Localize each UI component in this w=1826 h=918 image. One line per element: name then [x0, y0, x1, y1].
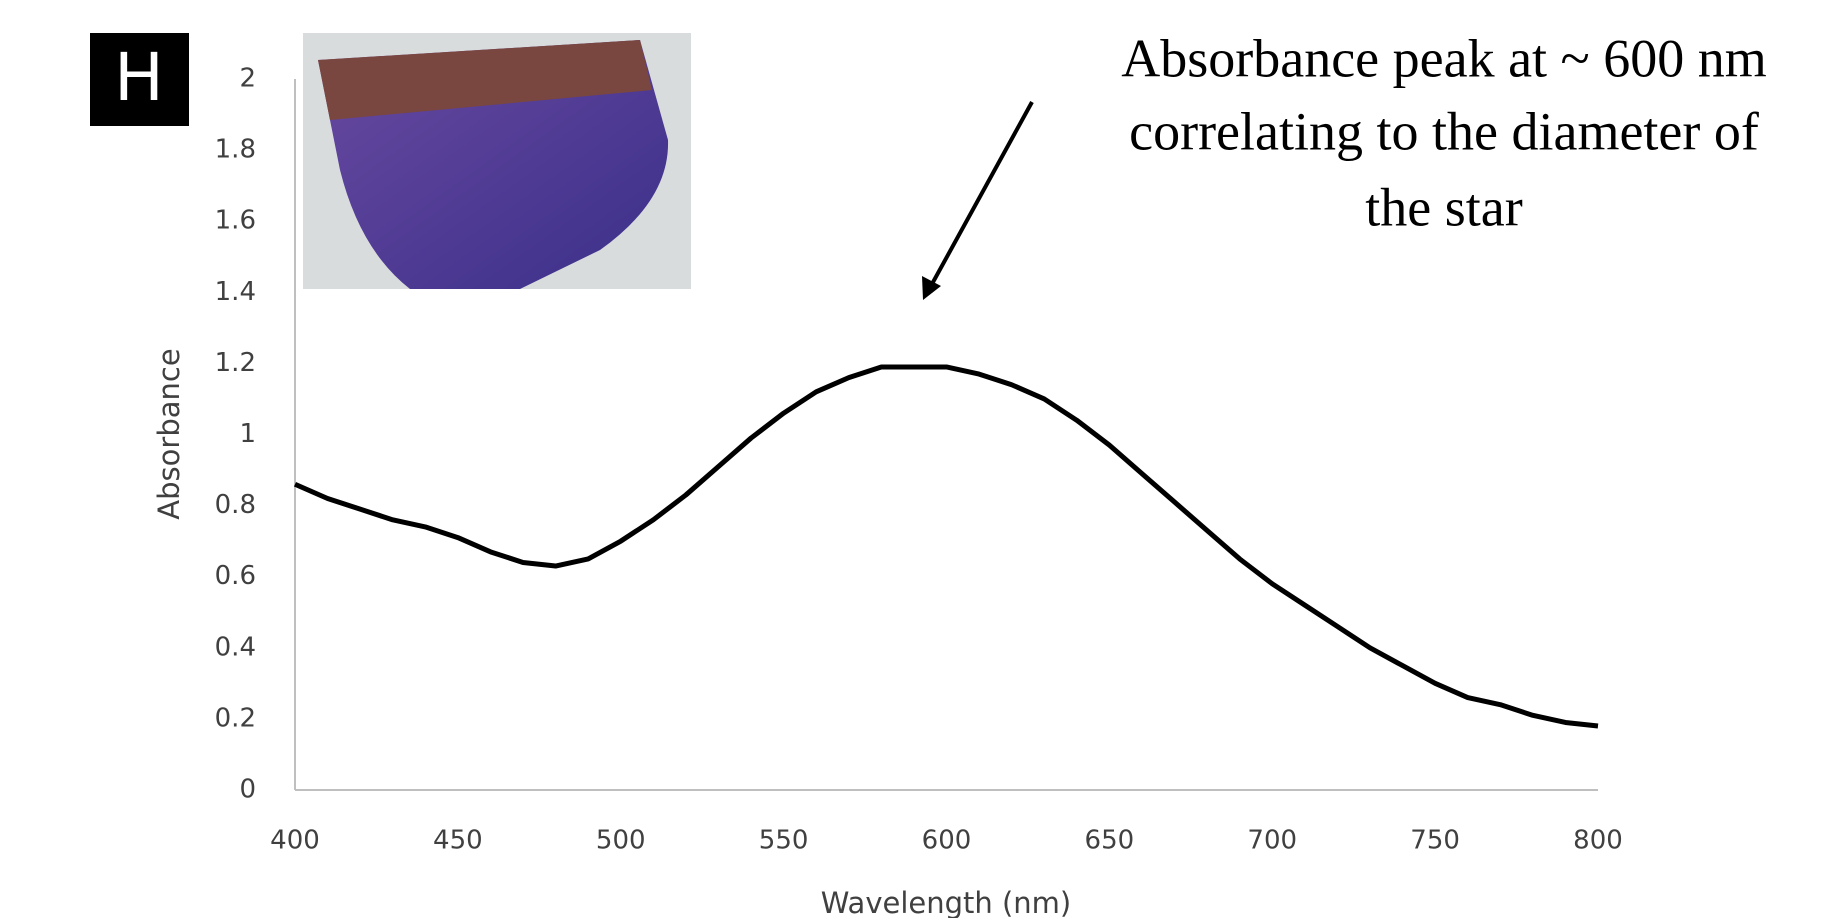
x-tick-label: 500 [596, 826, 646, 856]
annotation: the star [1365, 177, 1522, 237]
x-tick-label: 750 [1410, 826, 1460, 856]
panel-label-box [90, 33, 189, 126]
x-tick-label: 450 [433, 826, 483, 856]
y-tick-label: 1 [239, 419, 256, 449]
y-tick-label: 1.8 [215, 135, 256, 165]
x-tick-label: 650 [1085, 826, 1135, 856]
y-tick-label: 0.6 [215, 561, 256, 591]
y-tick-label: 1.2 [215, 348, 256, 378]
annotation: correlating to the diameter of [1129, 101, 1759, 161]
y-tick-label: 2 [239, 64, 256, 94]
y-tick-label: 0 [239, 775, 256, 805]
inset-photo [303, 33, 691, 289]
x-tick-label: 700 [1247, 826, 1297, 856]
y-tick-label: 1.4 [215, 277, 256, 307]
y-tick-label: 0.4 [215, 632, 256, 662]
x-tick-label: 550 [759, 826, 809, 856]
arrow [922, 101, 1034, 300]
x-tick-label: 600 [922, 826, 972, 856]
x-tick-label: 400 [270, 826, 320, 856]
panel-label: H [114, 39, 164, 116]
x-axis-label: Wavelength (nm) [821, 886, 1072, 918]
x-tick-label: 800 [1573, 826, 1623, 856]
y-tick-label: 0.2 [215, 703, 256, 733]
y-tick-label: 1.6 [215, 206, 256, 236]
annotation: Absorbance peak at ~ 600 nm [1121, 28, 1767, 88]
line-series [293, 364, 1599, 729]
y-axis-label: Absorbance [152, 348, 186, 519]
y-tick-label: 0.8 [215, 490, 256, 520]
